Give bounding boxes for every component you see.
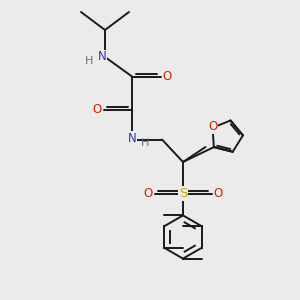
Text: N: N: [128, 131, 136, 145]
Text: H: H: [140, 137, 149, 148]
Text: N: N: [98, 50, 106, 64]
Text: O: O: [214, 187, 223, 200]
Text: O: O: [208, 120, 217, 133]
Text: O: O: [163, 70, 172, 83]
Text: O: O: [92, 103, 101, 116]
Text: O: O: [143, 187, 152, 200]
Text: H: H: [85, 56, 94, 66]
Text: S: S: [179, 187, 187, 200]
